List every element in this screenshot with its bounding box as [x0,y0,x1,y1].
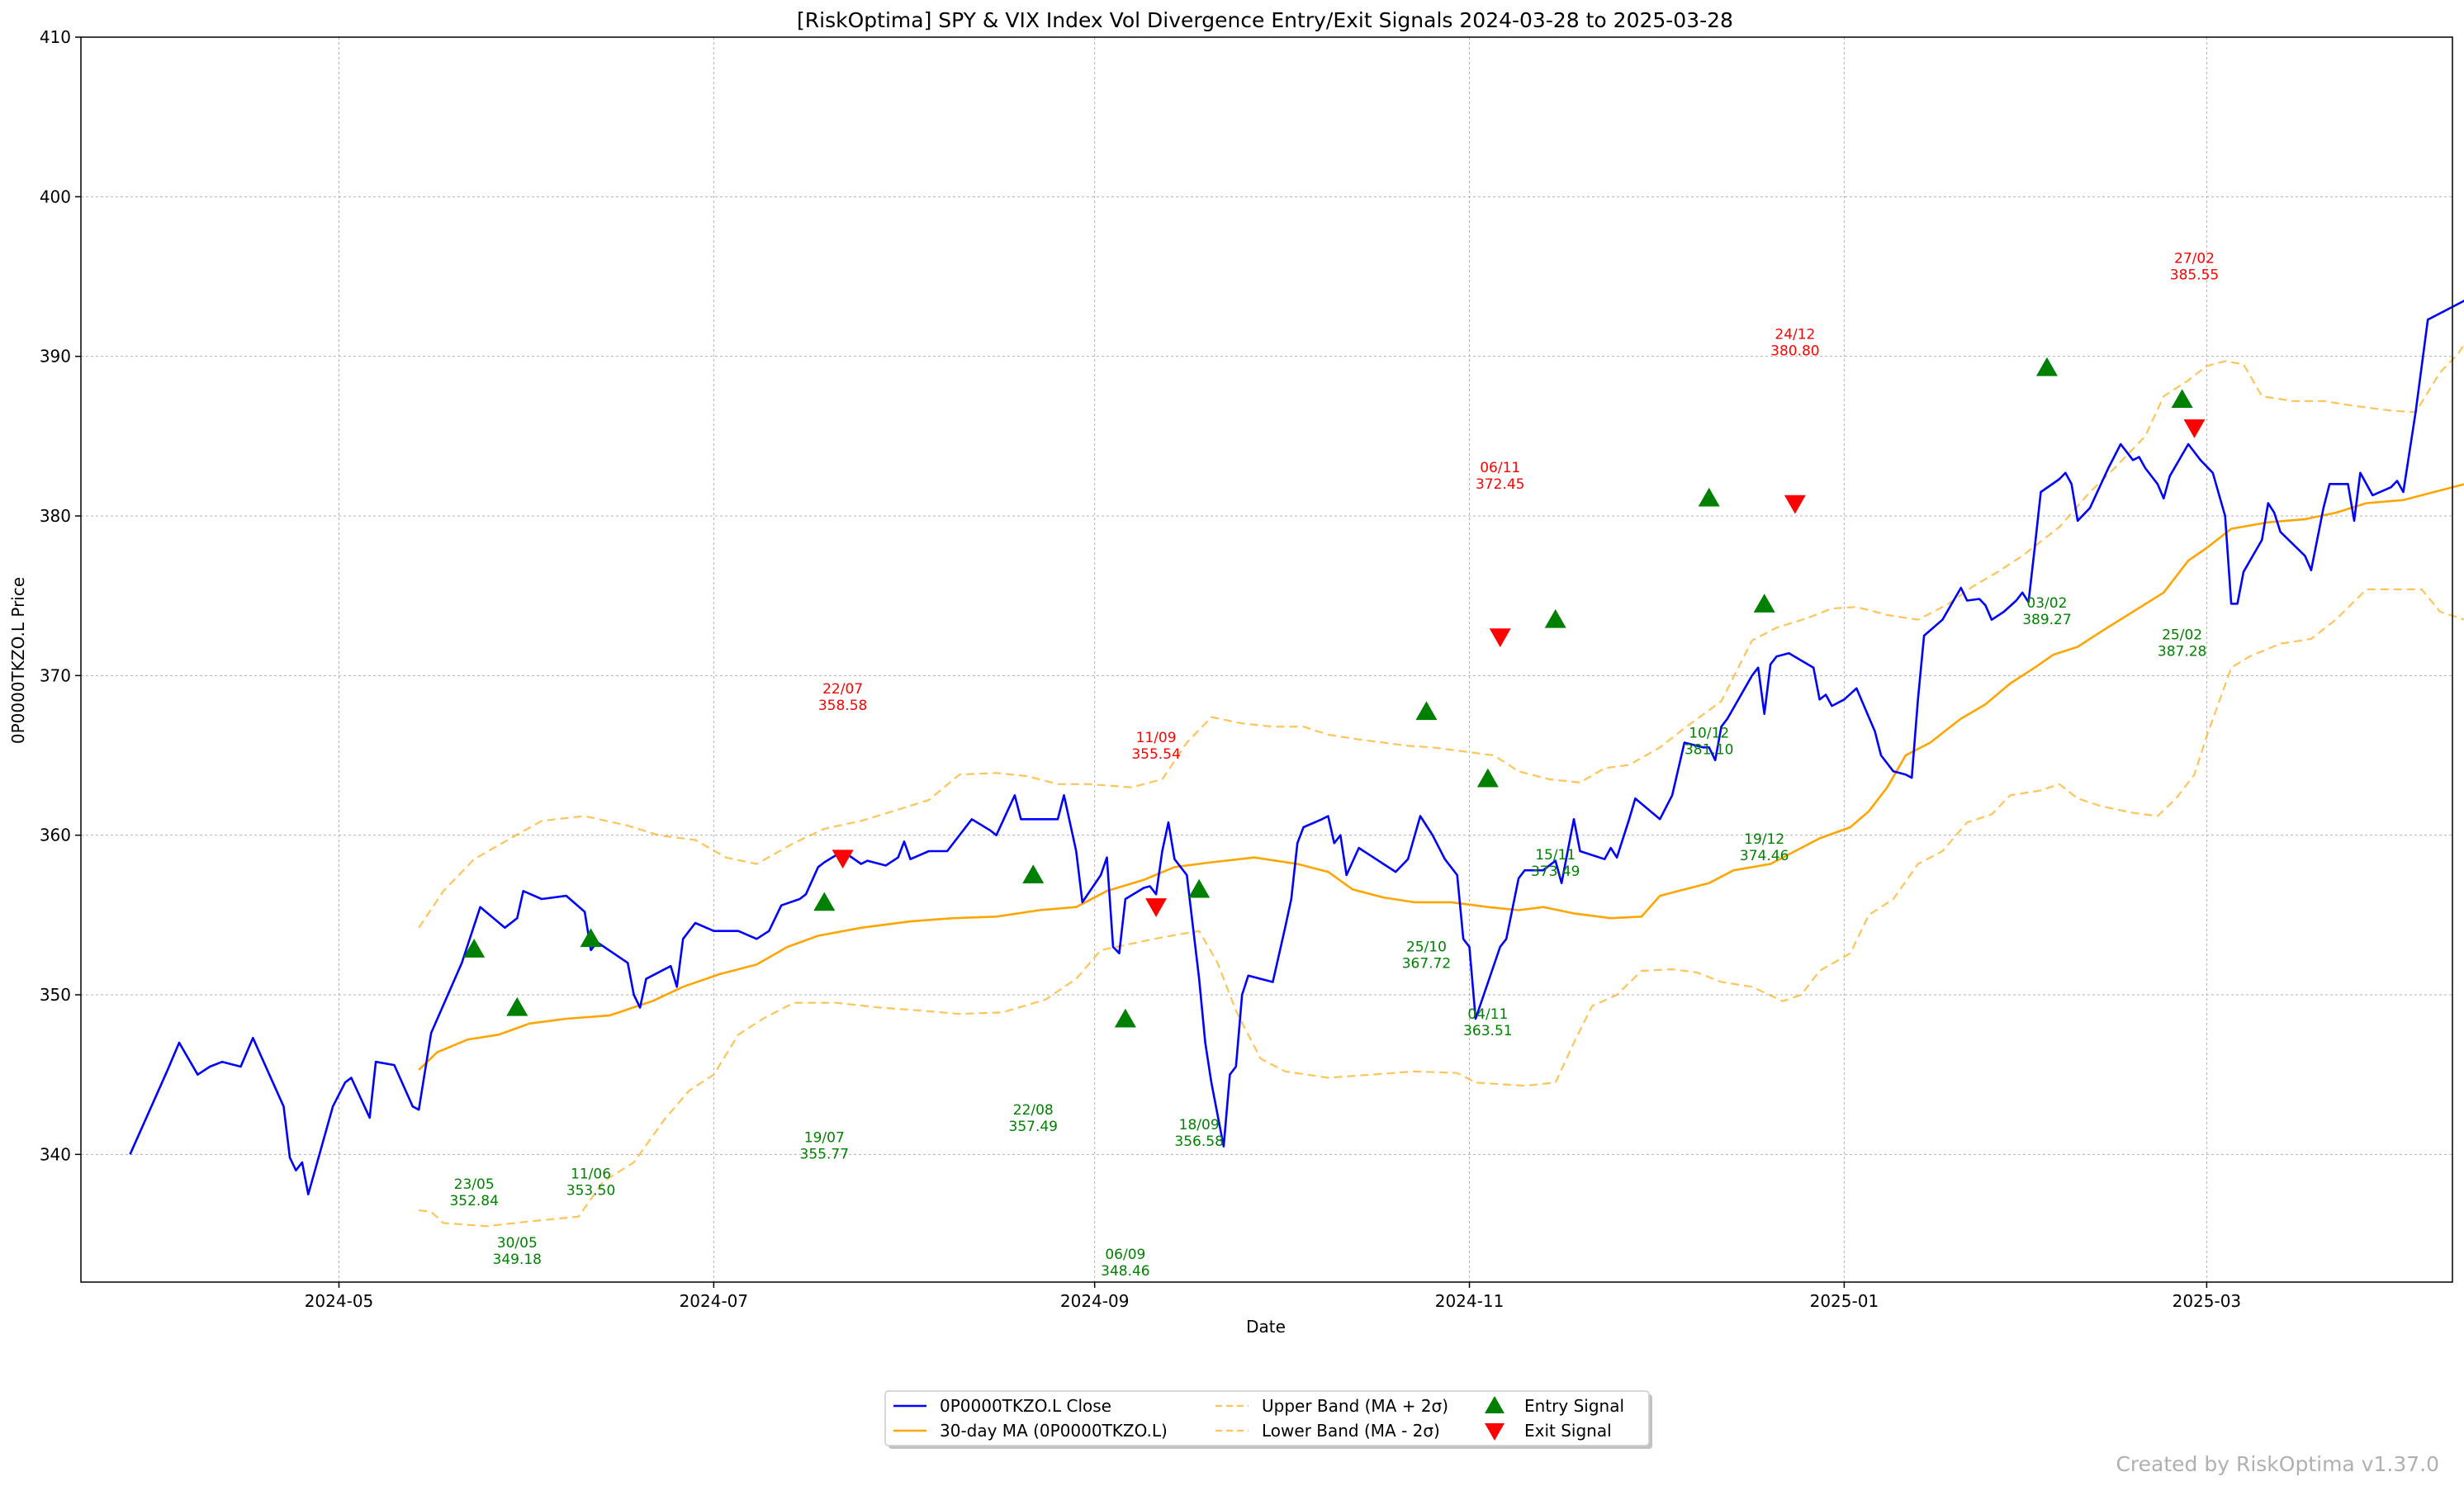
chart-title: [RiskOptima] SPY & VIX Index Vol Diverge… [797,8,1733,32]
y-tick-label: 380 [40,506,71,526]
exit-signal-label: 06/11 372.45 [1476,460,1524,493]
exit-signal-label: 11/09 355.54 [1131,730,1180,763]
plot-frame [80,36,2453,1283]
axes: 2024-05 2024-07 2024-09 2024-11 2025-01 2025-… [40,27,2241,1311]
series-line-30-day-ma-0p0000tkzo-l [418,483,2464,1071]
entry-signal-marker [1476,768,1499,788]
entry-signal-marker [580,928,602,948]
exit-signal-marker [832,849,854,869]
x-tick-label: 2024-07 [680,1291,749,1311]
entry-signal-label: 25/10 367.72 [1402,939,1451,972]
entry-signal-marker [506,996,528,1016]
entry-signal-marker [1114,1008,1136,1028]
entry-signal-label: 06/09 348.46 [1101,1247,1149,1280]
entry-signal-label: 03/02 389.27 [2022,595,2071,628]
series-line-upper-band-ma-2 [418,343,2464,929]
y-tick-label: 410 [40,27,71,47]
entry-signal-label: 18/09 356.58 [1174,1117,1223,1150]
legend-marker [1485,1396,1504,1413]
entry-signal-marker [1698,487,1720,507]
entry-signal-marker [2171,389,2193,409]
entry-signal-marker [463,939,486,958]
entry-signal-marker [2035,357,2058,376]
entry-signal-label: 10/12 381.10 [1685,726,1733,759]
y-tick-label: 370 [40,665,71,685]
y-axis-label: 0P0000TKZO.L Price [8,577,28,744]
entry-signal-label: 19/12 374.46 [1740,831,1789,864]
watermark: Created by RiskOptima v1.37.0 [2116,1452,2439,1476]
entry-signal-label: 30/05 349.18 [493,1235,542,1268]
series-line-0p0000tkzo-l-close [129,299,2464,1195]
entry-signal-marker [1188,878,1211,898]
x-tick-label: 2024-05 [305,1291,374,1311]
exit-signal-label: 24/12 380.80 [1770,326,1819,359]
grid [81,36,2452,1282]
entry-signal-label: 04/11 363.51 [1463,1006,1512,1039]
entry-signal-label: 15/11 373.49 [1531,847,1580,880]
exit-signal-marker [1489,628,1511,647]
entry-signal-marker [1022,864,1045,883]
x-tick-label: 2024-09 [1060,1291,1130,1311]
entry-signal-marker [1415,701,1438,721]
y-tick-label: 340 [40,1144,71,1164]
legend-label: 30-day MA (0P0000TKZO.L) [940,1421,1168,1441]
y-tick-label: 360 [40,826,71,845]
legend-label: Exit Signal [1524,1421,1612,1441]
y-tick-label: 390 [40,347,71,367]
entry-signal-label: 22/08 357.49 [1009,1102,1058,1135]
series-line-lower-band-ma-2 [419,588,2464,1228]
legend-marker [1485,1423,1504,1441]
entry-signal-label: 11/06 353.50 [566,1166,615,1199]
entry-signal-label: 23/05 352.84 [449,1176,498,1209]
signal-markers: 23/05 352.84 30/05 349.18 11/06 353.50 19/07 35… [449,251,2219,1280]
legend: 0P0000TKZO.L Close 30-day MA (0P0000TKZO.… [884,1390,1652,1449]
entry-signal-marker [1753,594,1775,613]
x-axis-label: Date [1246,1317,1286,1337]
y-tick-label: 350 [40,985,71,1005]
entry-signal-marker [1544,608,1566,628]
exit-signal-marker [1784,495,1806,514]
plot-area: 2024-05 2024-07 2024-09 2024-11 2025-01 2025-… [40,27,2464,1311]
x-tick-label: 2025-03 [2173,1291,2242,1311]
legend-box [884,1390,1650,1446]
legend-label: 0P0000TKZO.L Close [940,1396,1111,1416]
x-tick-label: 2025-01 [1810,1291,1879,1311]
exit-signal-marker [2183,419,2206,438]
legend-label: Lower Band (MA - 2σ) [1262,1421,1440,1441]
exit-signal-label: 27/02 385.55 [2170,251,2219,284]
legend-label: Entry Signal [1524,1396,1624,1416]
series-lines [129,299,2464,1228]
x-tick-label: 2024-11 [1435,1291,1504,1311]
entry-signal-label: 19/07 355.77 [800,1129,849,1162]
entry-signal-label: 25/02 387.28 [2158,627,2206,660]
exit-signal-label: 22/07 358.58 [818,681,867,714]
y-tick-label: 400 [40,187,71,206]
legend-label: Upper Band (MA + 2σ) [1262,1396,1448,1416]
entry-signal-marker [813,892,836,911]
exit-signal-marker [1145,898,1168,917]
